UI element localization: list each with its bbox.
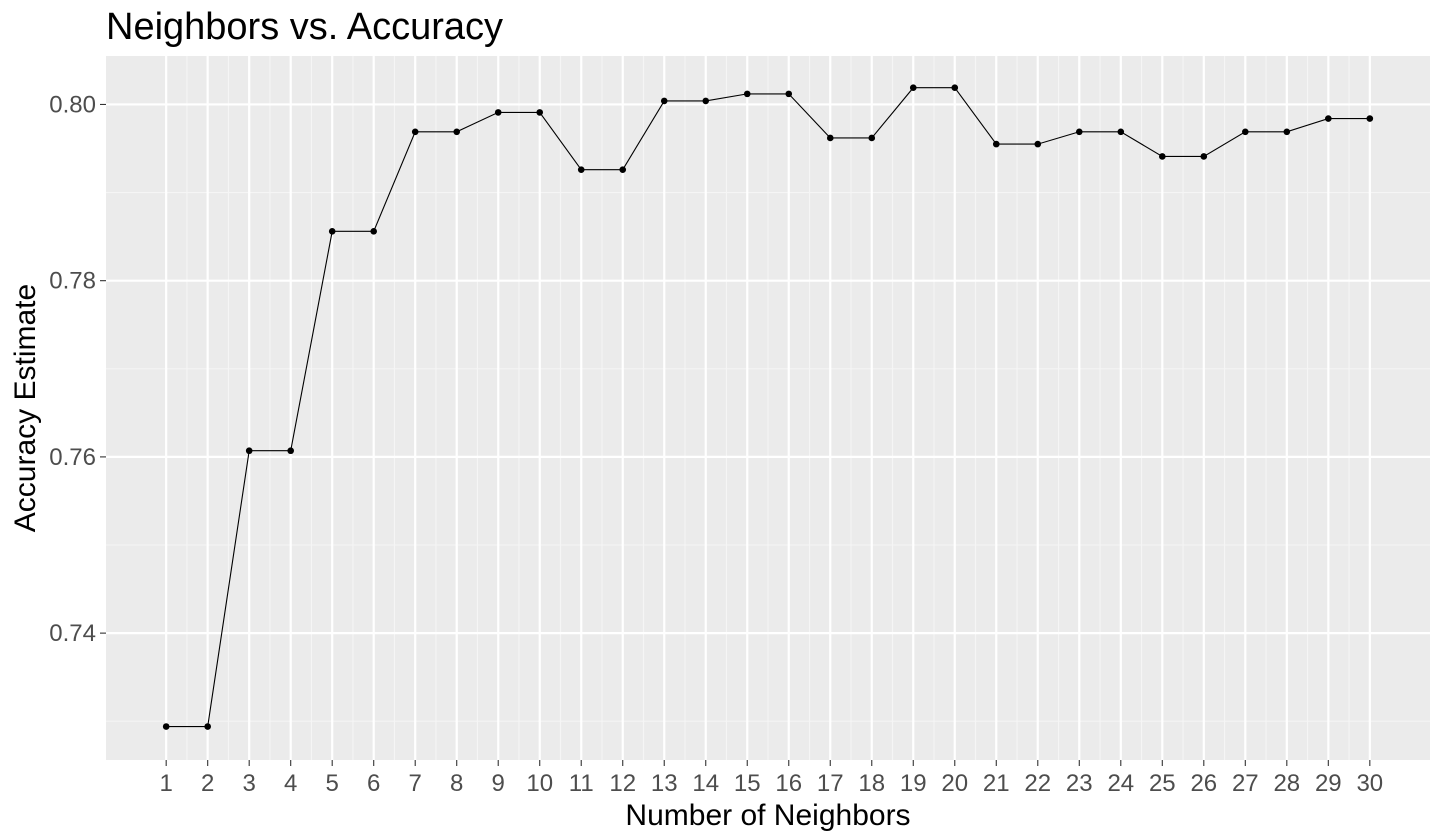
x-tick-label: 15 — [734, 770, 761, 797]
data-point — [1242, 128, 1249, 136]
y-axis-title: Accuracy Estimate — [9, 284, 42, 532]
x-tick-label: 9 — [492, 770, 505, 797]
x-tick-label: 26 — [1190, 770, 1217, 797]
plot-panel — [106, 56, 1430, 760]
y-tick-label: 0.80 — [49, 91, 96, 118]
x-tick-label: 10 — [526, 770, 553, 797]
data-point — [992, 140, 1000, 148]
series-line — [166, 87, 1370, 728]
data-point — [245, 447, 253, 455]
data-point — [619, 166, 627, 173]
data-point — [287, 447, 294, 455]
x-tick-label: 28 — [1273, 770, 1300, 797]
data-point — [577, 166, 585, 173]
x-tick-label: 18 — [858, 770, 885, 797]
data-point — [702, 97, 710, 105]
x-tick-label: 5 — [326, 770, 339, 797]
chart-title: Neighbors vs. Accuracy — [106, 6, 503, 48]
x-tick-label: 4 — [284, 770, 297, 797]
data-point — [1283, 128, 1291, 136]
data-point — [162, 723, 170, 730]
x-tick-label: 25 — [1149, 770, 1176, 797]
data-point — [951, 84, 959, 92]
x-tick-label: 16 — [775, 770, 802, 797]
x-tick-label: 13 — [651, 770, 678, 797]
data-point — [1200, 153, 1208, 160]
data-point — [1034, 140, 1042, 148]
x-tick-label: 12 — [609, 770, 636, 797]
x-tick-label: 19 — [900, 770, 927, 797]
x-tick-label: 22 — [1024, 770, 1051, 797]
data-point — [536, 109, 544, 116]
x-tick-label: 27 — [1232, 770, 1259, 797]
data-point — [370, 228, 378, 235]
x-tick-label: 17 — [817, 770, 844, 797]
data-point — [411, 128, 419, 136]
x-tick-label: 14 — [692, 770, 719, 797]
y-axis: 0.74 0.76 0.78 0.80 — [49, 91, 106, 647]
x-tick-label: 29 — [1315, 770, 1342, 797]
data-point — [1075, 128, 1083, 136]
x-tick-label: 2 — [201, 770, 214, 797]
data-point — [1325, 115, 1332, 122]
x-axis: 1 2 3 4 5 6 7 8 9 10 11 12 13 14 15 16 17 18 19 20 21 22 23 24 2… — [160, 760, 1383, 797]
x-tick-label: 21 — [983, 770, 1010, 797]
data-point — [743, 90, 751, 98]
data-point — [494, 109, 502, 116]
data-point — [1366, 115, 1374, 122]
x-tick-label: 30 — [1356, 770, 1383, 797]
x-tick-label: 24 — [1107, 770, 1134, 797]
x-axis-title: Number of Neighbors — [625, 799, 910, 832]
x-tick-label: 7 — [409, 770, 422, 797]
x-tick-label: 23 — [1066, 770, 1093, 797]
x-tick-label: 6 — [367, 770, 380, 797]
data-point — [204, 723, 211, 730]
x-tick-label: 20 — [941, 770, 968, 797]
data-point — [1117, 128, 1125, 136]
x-tick-label: 11 — [569, 770, 594, 797]
data-point — [453, 128, 461, 136]
data-point — [826, 134, 834, 142]
data-point — [1158, 153, 1166, 160]
y-tick-label: 0.78 — [49, 268, 96, 295]
y-tick-label: 0.74 — [49, 620, 96, 647]
data-point — [868, 134, 876, 142]
data-point — [660, 97, 668, 105]
x-tick-label: 3 — [243, 770, 256, 797]
x-tick-label: 1 — [160, 770, 173, 797]
data-point — [909, 84, 917, 92]
data-point — [785, 90, 793, 98]
y-tick-label: 0.76 — [49, 444, 96, 471]
x-tick-label: 8 — [450, 770, 463, 797]
data-point — [328, 228, 336, 235]
